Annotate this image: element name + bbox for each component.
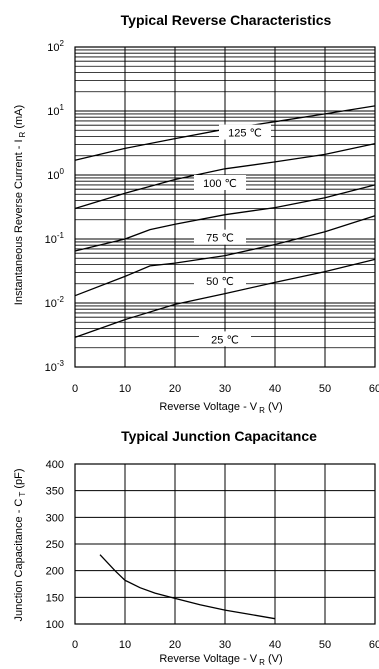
x-tick-label: 30 xyxy=(219,383,231,395)
curve-label-bg xyxy=(219,124,271,140)
curve-label: 125 ℃ xyxy=(228,128,262,140)
capacitance-line xyxy=(99,554,276,620)
x-tick-label: 10 xyxy=(119,639,131,651)
chart2-frame xyxy=(74,463,376,625)
x-tick-label: 20 xyxy=(169,639,181,651)
curve-label: 100 ℃ xyxy=(203,178,237,190)
chart1-x-ticks: 0 10 20 30 40 50 60 xyxy=(72,383,379,395)
chart1-frame xyxy=(74,46,376,368)
chart1-curve-labels: 125 ℃ 100 ℃ 75 ℃ 50 ℃ 25 ℃ xyxy=(194,124,271,347)
series-line-4 xyxy=(74,258,376,339)
x-tick-label: 40 xyxy=(269,639,281,651)
curve-label-bg xyxy=(194,229,246,245)
y-tick-label: 102 xyxy=(47,39,64,54)
x-tick-label: 50 xyxy=(319,383,331,395)
series-line-3 xyxy=(74,215,376,297)
y-tick-label: 10-1 xyxy=(45,231,65,246)
junction-capacitance-chart: Typical Junction Capacitance 10015020025… xyxy=(13,428,379,667)
curve-label: 50 ℃ xyxy=(206,276,234,288)
y-tick-label: 250 xyxy=(46,539,64,551)
chart1-title: Typical Reverse Characteristics xyxy=(121,12,332,28)
x-tick-label: 60 xyxy=(369,639,379,651)
curve-label: 75 ℃ xyxy=(206,233,234,245)
chart2-title: Typical Junction Capacitance xyxy=(121,428,317,444)
y-tick-label: 101 xyxy=(47,103,64,118)
series-line-1 xyxy=(74,142,376,210)
y-tick-label: 100 xyxy=(46,619,64,631)
x-tick-label: 0 xyxy=(72,383,78,395)
curve-label-bg xyxy=(194,174,246,190)
chart1-series xyxy=(74,105,376,339)
curve-label: 25 ℃ xyxy=(211,334,239,346)
x-tick-label: 20 xyxy=(169,383,181,395)
chart2-series xyxy=(99,554,276,620)
chart2-y-ticks: 100 150 200 250 300 350 400 xyxy=(46,459,64,631)
chart1-y-ticks: 10-3 10-2 10-1 100 101 102 xyxy=(45,39,65,374)
chart2-grid xyxy=(74,463,376,625)
y-tick-label: 400 xyxy=(46,459,64,471)
x-tick-label: 60 xyxy=(369,383,379,395)
series-line-2 xyxy=(74,184,376,252)
chart2-y-axis-label: Junction Capacitance - CT (pF) xyxy=(13,468,27,621)
y-tick-label: 350 xyxy=(46,486,64,498)
curve-label-bg xyxy=(194,273,246,289)
curve-label-bg xyxy=(199,331,251,347)
chart2-x-ticks: 0 10 20 30 40 50 60 xyxy=(72,639,379,651)
reverse-characteristics-chart: Typical Reverse Characteristics 125 ℃100… xyxy=(13,12,379,415)
y-tick-label: 100 xyxy=(47,167,64,182)
x-tick-label: 50 xyxy=(319,639,331,651)
y-tick-label: 300 xyxy=(46,512,64,524)
chart1-y-axis-label: Instantaneous Reverse Current - IR (mA) xyxy=(13,105,27,305)
x-tick-label: 40 xyxy=(269,383,281,395)
chart1-grid xyxy=(74,47,376,368)
x-tick-label: 0 xyxy=(72,639,78,651)
x-tick-label: 10 xyxy=(119,383,131,395)
y-tick-label: 10-2 xyxy=(45,295,65,310)
x-tick-label: 30 xyxy=(219,639,231,651)
y-tick-label: 150 xyxy=(46,592,64,604)
y-tick-label: 10-3 xyxy=(45,359,65,374)
y-tick-label: 200 xyxy=(46,566,64,578)
